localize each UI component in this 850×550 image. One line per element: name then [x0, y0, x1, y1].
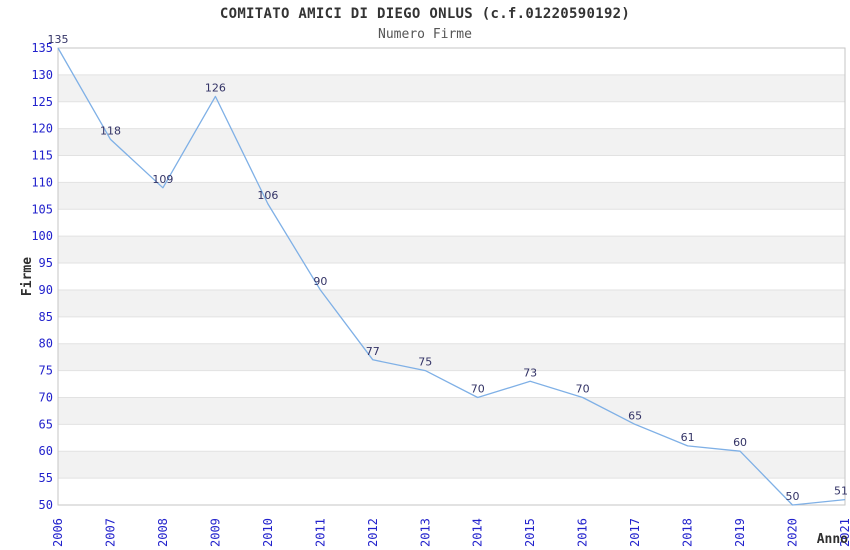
chart-title: COMITATO AMICI DI DIEGO ONLUS (c.f.01220… — [219, 6, 631, 22]
x-tick-label: 2016 — [576, 518, 590, 547]
y-tick-label: 100 — [31, 229, 53, 243]
y-tick-label: 70 — [39, 390, 53, 404]
y-grid-band — [58, 289, 845, 317]
y-tick-label: 125 — [31, 95, 53, 109]
data-label: 65 — [628, 409, 642, 422]
plot-border — [57, 47, 846, 506]
y-tick-label: 120 — [31, 122, 53, 136]
data-label: 61 — [681, 431, 695, 444]
x-tick-label: 2014 — [471, 518, 485, 547]
series-line — [57, 47, 846, 506]
x-tick-label: 2018 — [681, 518, 695, 547]
data-label: 135 — [48, 33, 69, 46]
y-tick-label: 80 — [39, 337, 53, 351]
data-label: 60 — [733, 436, 747, 449]
x-tick-label: 2006 — [51, 518, 65, 547]
y-tick-label: 55 — [39, 471, 53, 485]
x-tick-label: 2007 — [103, 518, 117, 547]
y-tick-label: 60 — [39, 444, 53, 458]
x-tick-label: 2019 — [733, 518, 747, 547]
y-tick-label: 130 — [31, 68, 53, 82]
data-label: 73 — [523, 366, 537, 379]
y-grid-band — [58, 343, 845, 371]
x-tick-label: 2020 — [786, 518, 800, 547]
x-tick-label: 2021 — [838, 518, 850, 547]
x-tick-label: 2011 — [313, 518, 327, 547]
data-label: 70 — [471, 382, 485, 395]
y-grid-band — [58, 451, 845, 479]
y-axis-title: Firme — [20, 257, 35, 296]
y-grid-band — [58, 74, 845, 102]
y-tick-label: 110 — [31, 175, 53, 189]
y-tick-label: 65 — [39, 417, 53, 431]
data-label: 90 — [313, 275, 327, 288]
x-tick-label: 2009 — [208, 518, 222, 547]
data-label: 118 — [100, 124, 121, 137]
data-label: 109 — [152, 173, 173, 186]
y-tick-label: 115 — [31, 149, 53, 163]
data-label: 50 — [786, 490, 800, 503]
y-grid-band — [58, 128, 845, 156]
x-tick-label: 2017 — [628, 518, 642, 547]
x-tick-label: 2015 — [523, 518, 537, 547]
data-label: 75 — [418, 356, 432, 369]
y-tick-label: 105 — [31, 202, 53, 216]
data-label: 51 — [834, 485, 848, 498]
y-grid-band — [58, 182, 845, 210]
data-label: 106 — [257, 189, 278, 202]
x-tick-label: 2012 — [366, 518, 380, 547]
chart-subtitle: Numero Firme — [378, 27, 472, 42]
x-tick-label: 2008 — [156, 518, 170, 547]
data-label: 70 — [576, 382, 590, 395]
data-label: 77 — [366, 345, 380, 358]
data-label: 126 — [205, 81, 226, 94]
y-grid-band — [58, 397, 845, 425]
y-tick-label: 50 — [39, 498, 53, 512]
y-tick-label: 90 — [39, 283, 53, 297]
y-tick-label: 95 — [39, 256, 53, 270]
y-tick-label: 135 — [31, 41, 53, 55]
x-tick-label: 2013 — [418, 518, 432, 547]
x-tick-label: 2010 — [261, 518, 275, 547]
y-grid-band — [58, 236, 845, 264]
y-tick-label: 75 — [39, 364, 53, 378]
x-axis-title: Anno — [817, 532, 848, 547]
y-tick-label: 85 — [39, 310, 53, 324]
